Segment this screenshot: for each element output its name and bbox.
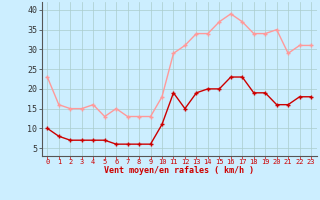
- X-axis label: Vent moyen/en rafales ( km/h ): Vent moyen/en rafales ( km/h ): [104, 166, 254, 175]
